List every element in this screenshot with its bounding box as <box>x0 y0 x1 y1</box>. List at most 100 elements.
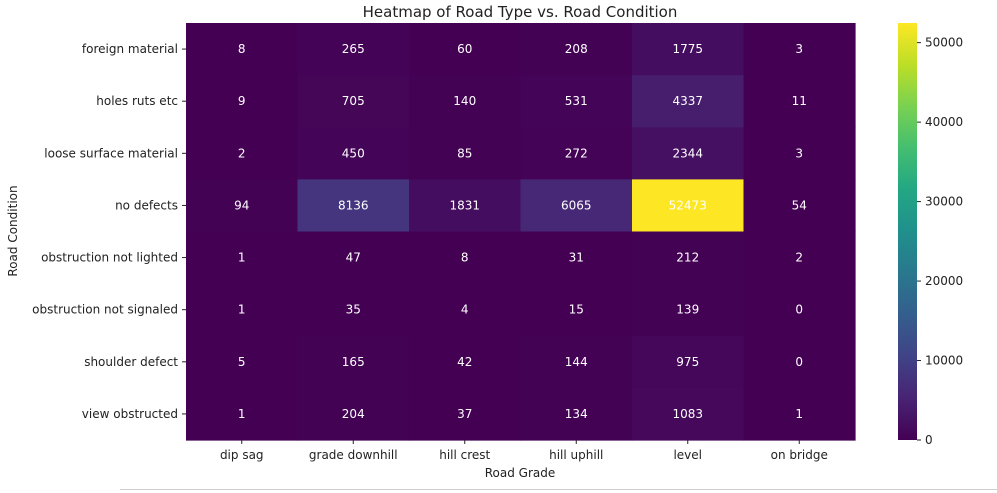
cell-annotation: 9 <box>238 94 246 108</box>
heatmap-cell <box>297 179 410 233</box>
x-tick-label: hill uphill <box>549 448 603 462</box>
x-tick-label: level <box>673 448 702 462</box>
colorbar-ticks: 0 10000 20000 30000 40000 50000 <box>917 36 963 447</box>
heatmap-cell <box>743 283 856 337</box>
cell-annotation: 11 <box>792 94 807 108</box>
colorbar-tick-label: 20000 <box>925 274 963 288</box>
cell-annotation: 3 <box>795 146 803 160</box>
y-axis-label: Road Condition <box>6 185 20 276</box>
heatmap-cell <box>632 179 745 233</box>
y-tick-label: obstruction not lighted <box>41 251 178 265</box>
x-tick-label: grade downhill <box>309 448 398 462</box>
cell-annotation: 450 <box>342 146 365 160</box>
chart-title: Heatmap of Road Type vs. Road Condition <box>363 3 678 21</box>
heatmap-cell <box>632 231 745 285</box>
heatmap-cell <box>520 335 633 389</box>
cell-annotation: 139 <box>676 303 699 317</box>
colorbar <box>898 23 917 440</box>
cell-annotation: 1 <box>795 407 803 421</box>
cell-annotation: 4337 <box>672 94 703 108</box>
heatmap-cell <box>409 75 522 128</box>
cell-annotation: 4 <box>461 303 469 317</box>
heatmap-cell <box>632 127 745 180</box>
cell-annotation: 3 <box>795 42 803 56</box>
y-tick-labels: foreign material holes ruts etc loose surf… <box>32 42 186 421</box>
cell-annotation: 531 <box>565 94 588 108</box>
heatmap-cell <box>743 387 856 441</box>
cell-annotation: 5 <box>238 355 246 369</box>
heatmap-cell <box>632 283 745 337</box>
cell-annotation: 144 <box>565 355 588 369</box>
colorbar-tick-label: 50000 <box>925 36 963 50</box>
heatmap-cell <box>632 75 745 128</box>
x-tick-label: on bridge <box>771 448 828 462</box>
cell-annotation: 975 <box>676 355 699 369</box>
heatmap-cell <box>297 75 410 128</box>
heatmap-cell <box>297 335 410 389</box>
heatmap-cell <box>520 283 633 337</box>
heatmap-cells <box>186 23 856 441</box>
heatmap-cell <box>520 75 633 128</box>
colorbar-tick-label: 30000 <box>925 195 963 209</box>
cell-annotation: 1083 <box>672 407 703 421</box>
cell-annotation: 60 <box>457 42 472 56</box>
cell-annotation: 85 <box>457 146 472 160</box>
cell-annotation: 1 <box>238 251 246 265</box>
heatmap-cell <box>186 75 299 128</box>
heatmap-cell <box>186 127 299 180</box>
y-tick-label: no defects <box>115 198 178 212</box>
cell-annotation: 42 <box>457 355 472 369</box>
cell-annotation: 208 <box>565 42 588 56</box>
heatmap-cell <box>743 75 856 128</box>
cell-annotation: 8 <box>461 251 469 265</box>
cell-annotation: 1775 <box>672 42 703 56</box>
cell-annotation: 2 <box>795 251 803 265</box>
heatmap-cell <box>186 283 299 337</box>
heatmap-cell <box>520 231 633 285</box>
y-tick-label: shoulder defect <box>84 355 178 369</box>
y-tick-label: foreign material <box>82 42 178 56</box>
cell-annotation: 31 <box>569 251 584 265</box>
cell-annotation: 8 <box>238 42 246 56</box>
heatmap-cell <box>409 387 522 441</box>
cell-annotation: 265 <box>342 42 365 56</box>
cell-annotation: 54 <box>792 198 807 212</box>
heatmap-cell <box>297 127 410 180</box>
cell-annotation: 1 <box>238 407 246 421</box>
heatmap-cell <box>186 231 299 285</box>
colorbar-tick-label: 0 <box>925 433 933 447</box>
cell-annotation: 35 <box>346 303 361 317</box>
y-tick-label: view obstructed <box>82 407 178 421</box>
cell-annotation: 37 <box>457 407 472 421</box>
heatmap-cell <box>520 127 633 180</box>
heatmap-cell <box>409 179 522 233</box>
x-tick-label: hill crest <box>439 448 490 462</box>
cell-annotations: 8 265 60 208 1775 39 705 140 531 4337 112 450 85 272 2… <box>234 42 807 421</box>
cell-annotation: 15 <box>569 303 584 317</box>
cell-annotation: 165 <box>342 355 365 369</box>
cell-annotation: 2344 <box>672 146 703 160</box>
heatmap-cell <box>186 23 299 76</box>
y-tick-label: loose surface material <box>44 146 178 160</box>
heatmap-cell <box>520 23 633 76</box>
divider <box>120 489 997 490</box>
cell-annotation: 52473 <box>669 198 707 212</box>
heatmap-cell <box>409 335 522 389</box>
x-tick-labels: dip sag grade downhill hill crest hill uphi… <box>220 440 828 462</box>
cell-annotation: 0 <box>795 303 803 317</box>
x-axis-label: Road Grade <box>485 466 556 480</box>
cell-annotation: 47 <box>346 251 361 265</box>
heatmap-cell <box>520 387 633 441</box>
heatmap-cell <box>409 127 522 180</box>
heatmap-cell <box>632 23 745 76</box>
cell-annotation: 212 <box>676 251 699 265</box>
cell-annotation: 0 <box>795 355 803 369</box>
heatmap-cell <box>297 387 410 441</box>
cell-annotation: 8136 <box>338 198 369 212</box>
colorbar-tick-label: 10000 <box>925 354 963 368</box>
cell-annotation: 1831 <box>449 198 480 212</box>
heatmap-cell <box>409 23 522 76</box>
heatmap-cell <box>520 179 633 233</box>
cell-annotation: 2 <box>238 146 246 160</box>
